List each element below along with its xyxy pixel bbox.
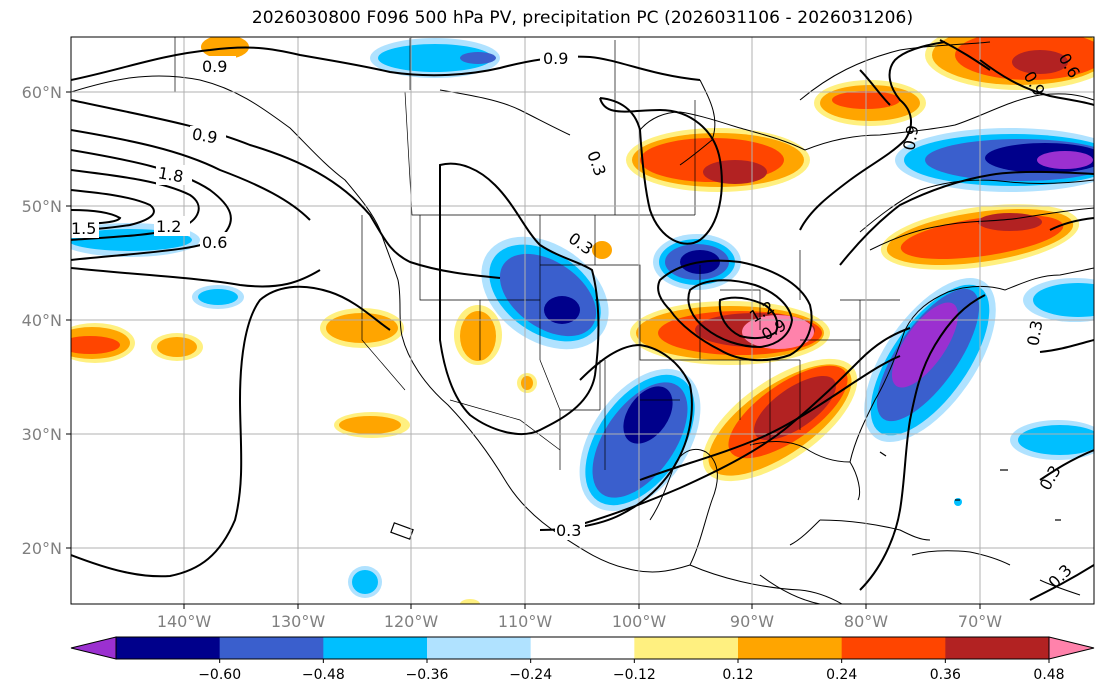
lon-label: 90°W bbox=[730, 612, 774, 631]
colorbar-tick-label: 0.12 bbox=[722, 667, 753, 683]
colorbar-segment bbox=[634, 637, 739, 659]
lat-label: 30°N bbox=[22, 425, 62, 444]
colorbar-segment bbox=[116, 637, 221, 659]
precip-blob-positive bbox=[460, 599, 480, 604]
colorbar-tick-label: −0.36 bbox=[406, 667, 449, 683]
precip-blob-negative bbox=[954, 498, 962, 506]
contour-labels: 0.9 0.9 0.9 1.8 1.5 1.2 0.6 0.3 0.3 1.2 … bbox=[71, 48, 1084, 592]
precip-blob-positive bbox=[703, 160, 767, 184]
colorbar-extend-low bbox=[70, 636, 117, 660]
colorbar-tick-label: 0.48 bbox=[1033, 667, 1064, 683]
lon-label: 70°W bbox=[958, 612, 1002, 631]
lon-label: 110°W bbox=[498, 612, 553, 631]
precip-blob-negative bbox=[352, 570, 378, 594]
precip-blob-positive bbox=[592, 241, 612, 259]
latitude-labels: 60°N 50°N 40°N 30°N 20°N bbox=[22, 83, 62, 558]
lon-label: 130°W bbox=[271, 612, 326, 631]
pv-contours bbox=[71, 39, 1094, 601]
precip-blob-positive bbox=[521, 376, 533, 390]
contour-label: 0.3 bbox=[1023, 319, 1046, 347]
precip-blob-negative bbox=[198, 289, 238, 305]
lat-label: 20°N bbox=[22, 539, 62, 558]
precip-blob-positive bbox=[754, 375, 836, 441]
colorbar-tick-label: 0.36 bbox=[930, 667, 961, 683]
contour-label: 1.2 bbox=[156, 217, 181, 236]
colorbar-segment bbox=[427, 637, 532, 659]
contour-label: 0.9 bbox=[543, 49, 568, 68]
contour-label: 0.9 bbox=[202, 57, 227, 76]
contour-label: 0.9 bbox=[899, 124, 922, 152]
precip-blob-negative bbox=[544, 296, 580, 324]
map-title: 2026030800 F096 500 hPa PV, precipitatio… bbox=[251, 8, 914, 28]
lon-label: 80°W bbox=[844, 612, 888, 631]
colorbar-tick-label: −0.48 bbox=[302, 667, 345, 683]
precip-blob-negative bbox=[623, 386, 673, 444]
contour-label: 0.9 bbox=[191, 124, 219, 147]
precip-blob-positive bbox=[460, 311, 496, 361]
colorbar-segment bbox=[530, 637, 635, 659]
longitude-labels: 140°W 130°W 120°W 110°W 100°W 90°W 80°W … bbox=[157, 612, 1002, 631]
precip-blob-positive bbox=[157, 337, 197, 357]
precip-blob-negative bbox=[891, 302, 959, 388]
precip-blob-negative bbox=[1018, 425, 1094, 455]
contour-label: 1.8 bbox=[157, 163, 185, 186]
colorbar-segment bbox=[219, 637, 324, 659]
precip-blob-positive bbox=[71, 336, 120, 354]
axis-ticks bbox=[66, 91, 981, 609]
colorbar-segment bbox=[841, 637, 946, 659]
lon-label: 100°W bbox=[612, 612, 667, 631]
precip-blob-positive bbox=[1012, 50, 1068, 74]
lat-label: 50°N bbox=[22, 197, 62, 216]
colorbar-segment bbox=[945, 637, 1050, 659]
lat-label: 40°N bbox=[22, 311, 62, 330]
lat-label: 60°N bbox=[22, 83, 62, 102]
precip-blob-positive bbox=[339, 416, 401, 434]
precip-blob-negative bbox=[1037, 151, 1093, 169]
precip-blob-negative bbox=[1033, 283, 1094, 317]
colorbar-tick-label: 0.24 bbox=[826, 667, 857, 683]
colorbar-tick-label: −0.12 bbox=[613, 667, 656, 683]
colorbar-tick-label: −0.24 bbox=[509, 667, 552, 683]
state-borders bbox=[174, 37, 900, 470]
contour-label: 0.3 bbox=[556, 521, 581, 540]
lon-label: 120°W bbox=[384, 612, 439, 631]
contour-label: 1.5 bbox=[71, 219, 96, 238]
precip-blob-negative bbox=[378, 44, 492, 72]
colorbar-extend-high bbox=[1048, 636, 1095, 660]
colorbar-segment bbox=[323, 637, 428, 659]
precip-blob-negative bbox=[460, 52, 496, 64]
contour-label: 0.6 bbox=[202, 233, 227, 252]
colorbar-segment bbox=[738, 637, 843, 659]
colorbar-tick-label: −0.60 bbox=[198, 667, 241, 683]
lon-label: 140°W bbox=[157, 612, 212, 631]
colorbar: −0.60 −0.48 −0.36 −0.24 −0.12 0.12 0.24 0.36 0.4… bbox=[70, 636, 1095, 683]
